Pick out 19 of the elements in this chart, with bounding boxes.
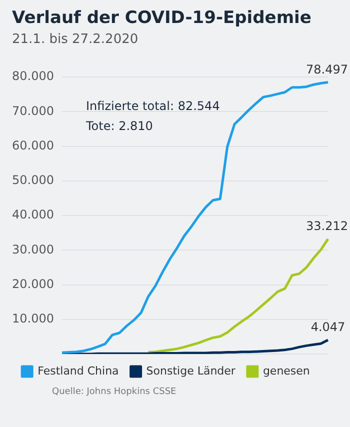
y-tick-label: 60.000	[12, 138, 54, 152]
y-tick-label: 80.000	[12, 69, 54, 84]
legend-label: Sonstige Länder	[146, 364, 236, 378]
y-tick-label: 50.000	[12, 173, 54, 187]
annotation: Infizierte total: 82.544	[86, 99, 220, 114]
data-label: 78.497	[306, 62, 348, 76]
annotation: Tote: 2.810	[84, 119, 153, 134]
data-label: 4.047	[310, 320, 346, 334]
y-tick-label: 70.000	[12, 104, 54, 118]
chart-title: Verlauf der COVID-19-Epidemie	[11, 7, 312, 28]
source-note: Quelle: Johns Hopkins CSSE	[51, 387, 178, 397]
legend-label: genesen	[262, 364, 310, 378]
data-label: 33.212	[306, 219, 348, 234]
y-tick-label: 40.000	[12, 208, 54, 222]
chart-subtitle: 21.1. bis 27.2.2020	[11, 31, 140, 47]
y-tick-label: 20.000	[12, 276, 54, 291]
y-tick-label: 10.000	[12, 312, 54, 326]
y-tick-label: 30.000	[12, 242, 54, 256]
legend-label: Festland China	[38, 364, 119, 378]
